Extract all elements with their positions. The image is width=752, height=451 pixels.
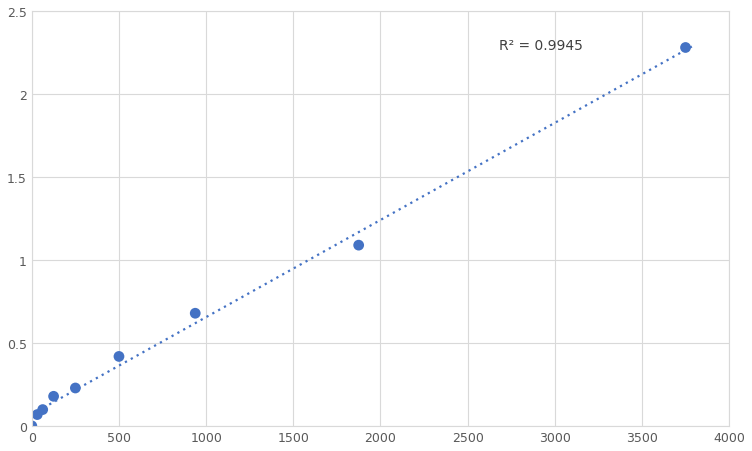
Text: R² = 0.9945: R² = 0.9945 xyxy=(499,39,583,53)
Point xyxy=(32,411,44,418)
Point xyxy=(69,385,81,392)
Point xyxy=(680,45,692,52)
Point xyxy=(37,406,49,413)
Point xyxy=(47,393,59,400)
Point xyxy=(113,353,125,360)
Point xyxy=(190,310,202,317)
Point xyxy=(353,242,365,249)
Point xyxy=(26,422,38,429)
